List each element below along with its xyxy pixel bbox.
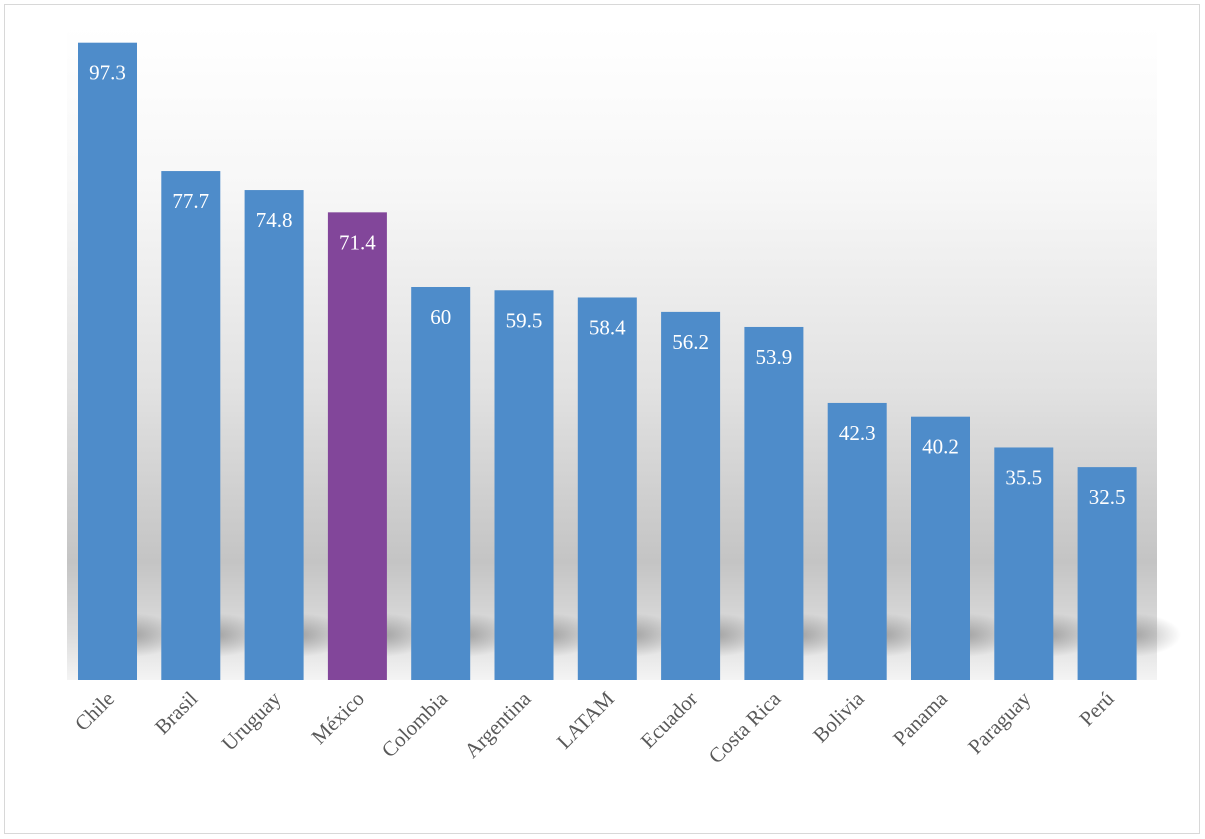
bar-costa-rica [744, 326, 804, 680]
data-label: 60 [430, 305, 451, 329]
data-label: 77.7 [172, 189, 209, 213]
data-label: 58.4 [589, 315, 626, 339]
data-labels-group: 97.3 77.7 74.8 71.4 60 59.5 58.4 56.2 53.9 42.3 40… [89, 61, 1125, 509]
bar-argentina [494, 290, 554, 680]
category-label: Costa Rica [704, 686, 786, 768]
category-label: Ecuador [636, 687, 702, 753]
category-label: Bolivia [808, 686, 869, 747]
data-label: 42.3 [839, 421, 876, 445]
category-label: Chile [70, 687, 119, 736]
bars-group [78, 42, 1137, 681]
data-label: 74.8 [256, 208, 293, 232]
category-label: Uruguay [217, 686, 286, 755]
bar-uruguay [244, 190, 304, 680]
data-label: 35.5 [1005, 465, 1042, 489]
bar-brasil [161, 171, 221, 680]
bar-méxico [327, 212, 387, 680]
bar-chart: 97.3 77.7 74.8 71.4 60 59.5 58.4 56.2 53.9 42.3 40… [67, 25, 1182, 768]
data-label: 97.3 [89, 61, 126, 85]
bar-perú [1077, 467, 1137, 680]
category-labels-group: Chile Brasil Uruguay México Colombia Argentin… [70, 686, 1119, 768]
data-label: 40.2 [922, 435, 959, 459]
category-label: México [307, 687, 369, 749]
category-label: Brasil [150, 686, 203, 739]
category-label: Colombia [377, 686, 453, 762]
category-label: Perú [1074, 686, 1119, 731]
bar-bolivia [827, 402, 887, 680]
data-label: 56.2 [672, 330, 709, 354]
data-label: 32.5 [1089, 485, 1126, 509]
data-label: 53.9 [756, 345, 793, 369]
category-label: Argentina [459, 686, 536, 763]
data-label: 71.4 [339, 230, 376, 254]
chart-frame: 97.3 77.7 74.8 71.4 60 59.5 58.4 56.2 53.9 42.3 40… [4, 4, 1200, 834]
category-label: LATAM [552, 686, 619, 753]
bar-chile [78, 42, 137, 681]
bar-ecuador [661, 311, 721, 680]
bar-panama [911, 416, 970, 680]
bar-latam [577, 297, 637, 680]
category-label: Panama [888, 686, 952, 750]
bar-paraguay [994, 447, 1054, 680]
data-label: 59.5 [506, 308, 543, 332]
bar-colombia [411, 287, 471, 680]
category-label: Paraguay [963, 686, 1036, 759]
